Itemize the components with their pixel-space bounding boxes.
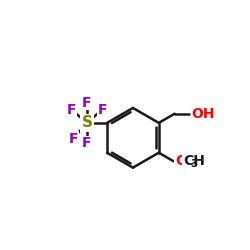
Text: F: F — [82, 96, 92, 110]
Text: OH: OH — [191, 107, 215, 121]
Text: F: F — [98, 103, 107, 117]
Text: CH: CH — [183, 154, 205, 168]
Text: F: F — [68, 132, 78, 145]
Text: 3: 3 — [190, 159, 198, 169]
Text: S: S — [82, 116, 92, 130]
Text: F: F — [82, 136, 92, 150]
Text: F: F — [66, 103, 76, 117]
Text: O: O — [175, 154, 187, 168]
